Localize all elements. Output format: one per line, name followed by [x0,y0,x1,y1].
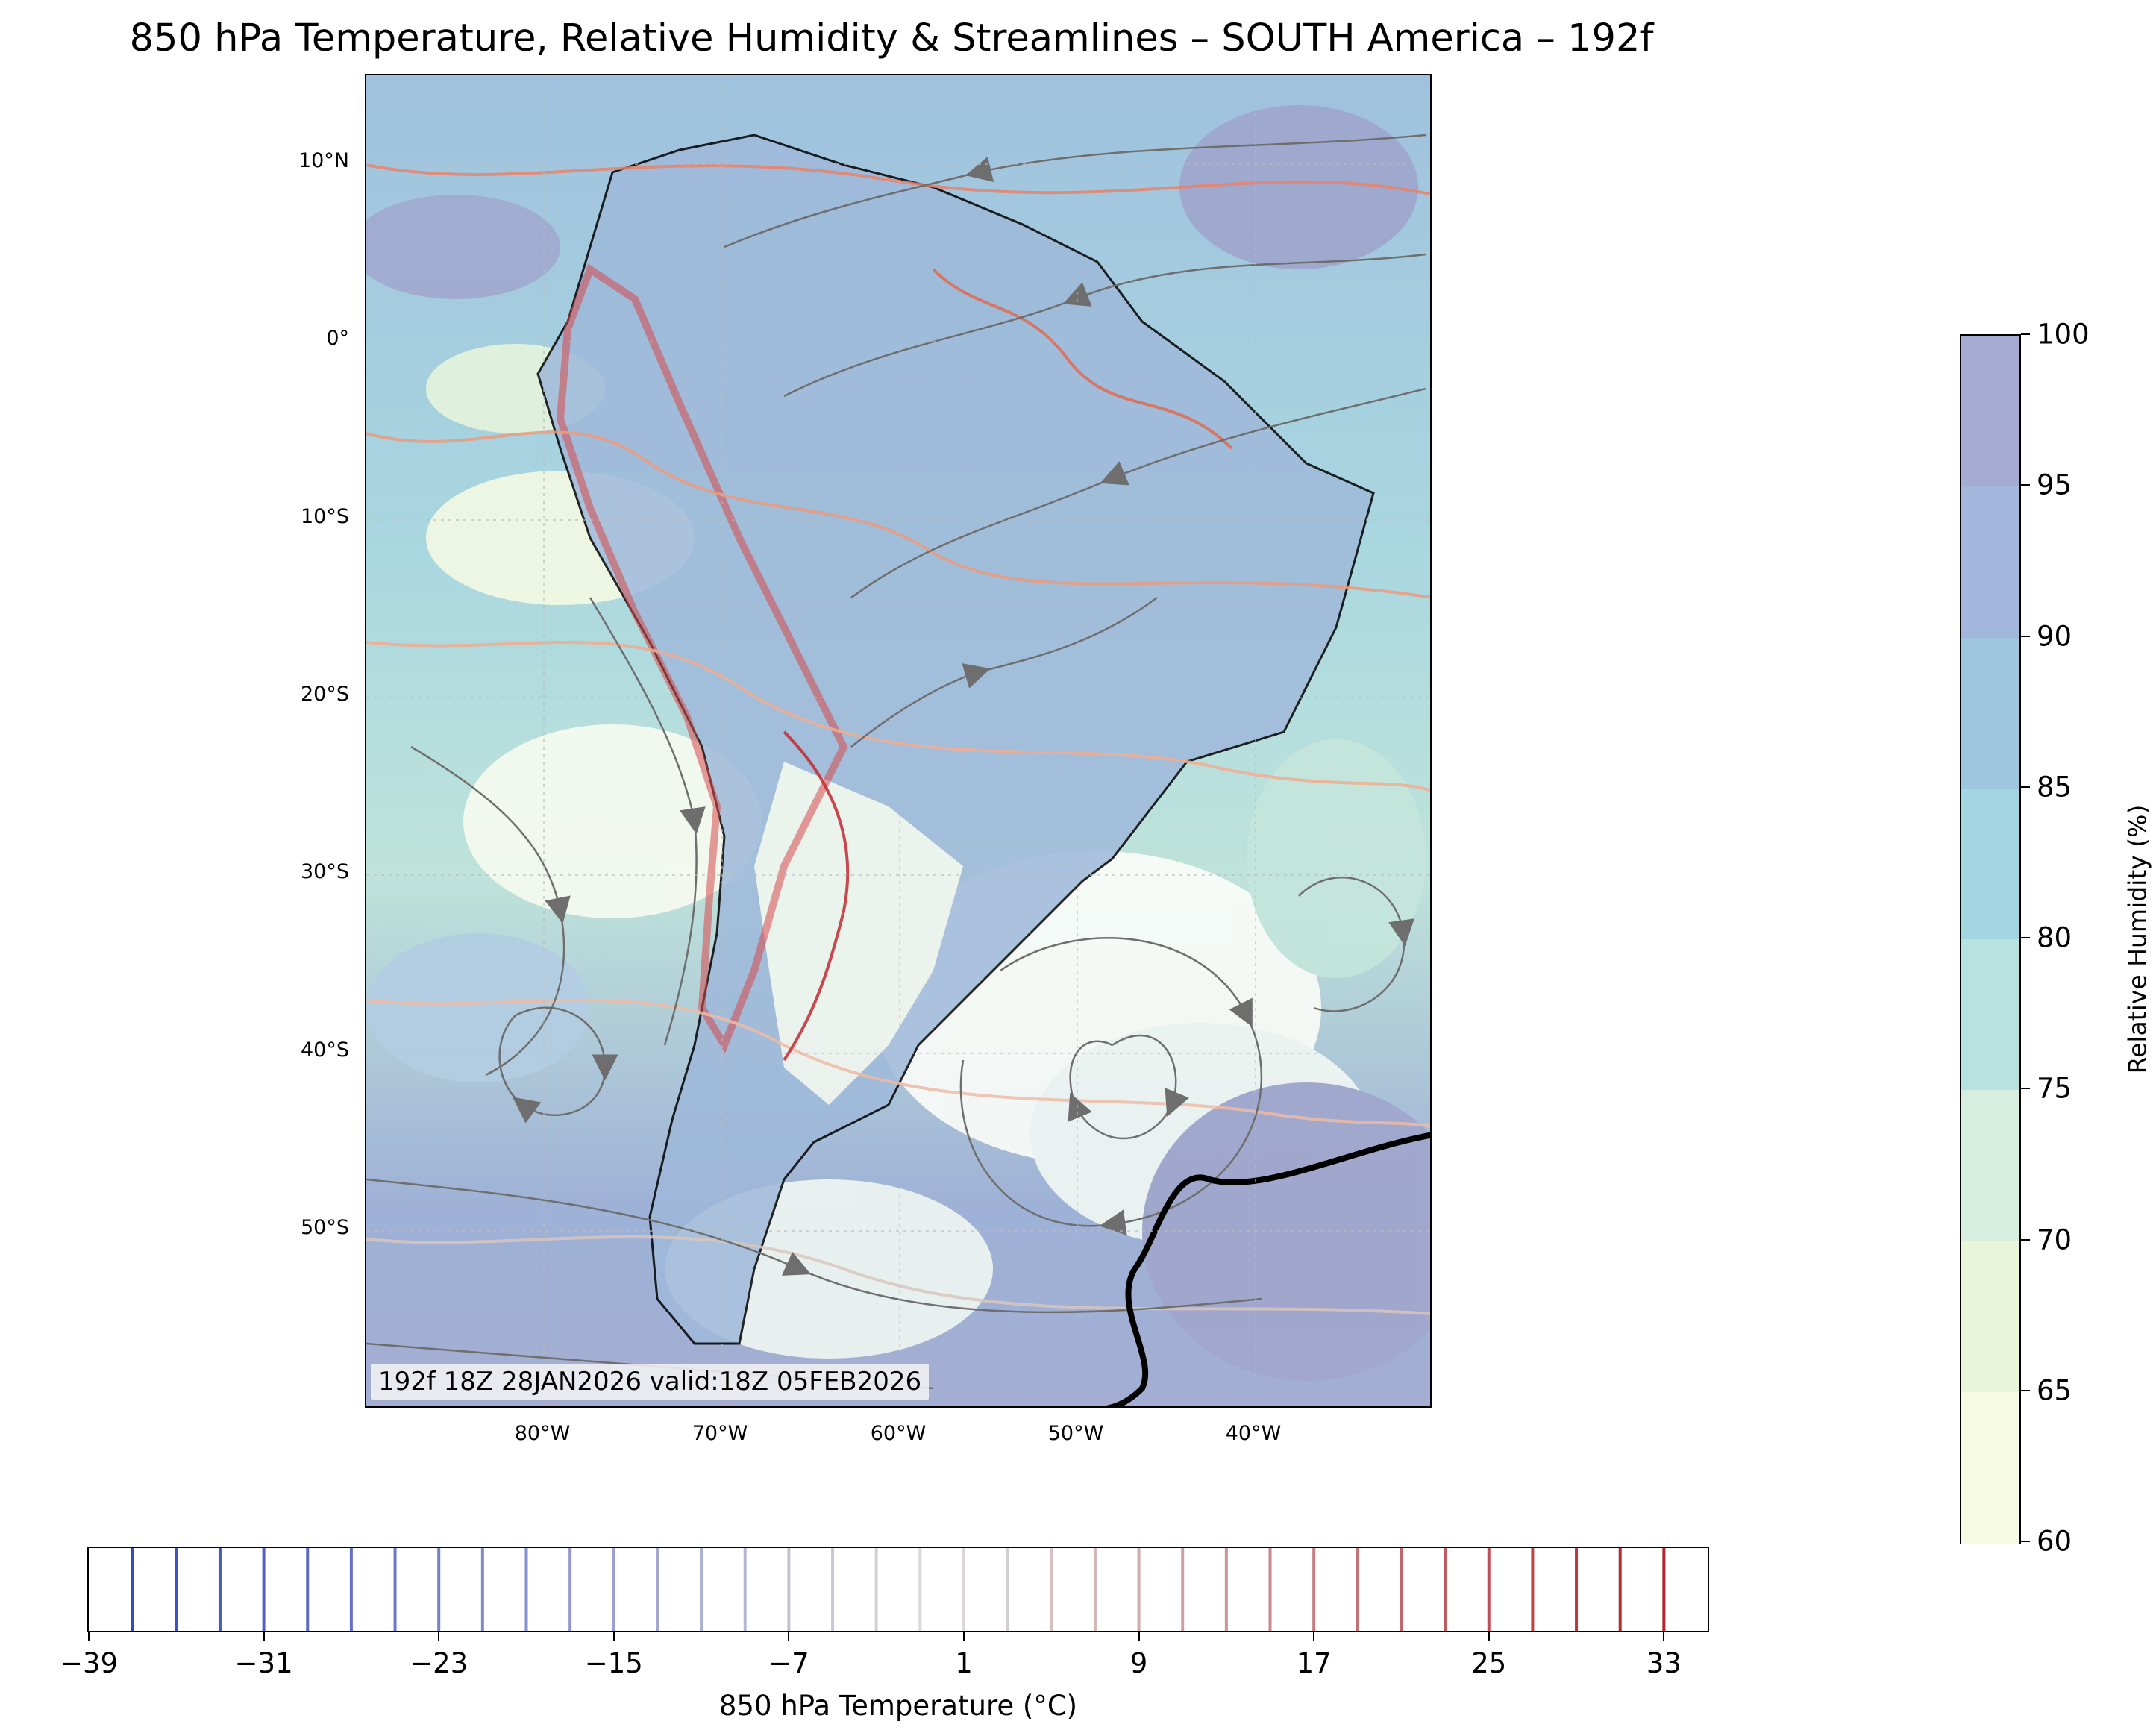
andes-warm-band [556,263,848,1054]
temperature-colorbar-tick-label: 25 [1471,1647,1507,1679]
rh-colorbar-band [1961,1391,2019,1544]
chart-title: 850 hPa Temperature, Relative Humidity &… [129,16,1654,60]
rh-colorbar-tick [2021,484,2030,486]
rh-colorbar-band [1961,1090,2019,1241]
temperature-colorbar-tick-label: −31 [234,1647,293,1679]
forecast-timestamp: 192f 18Z 28JAN2026 valid:18Z 05FEB2026 [371,1364,930,1400]
rh-colorbar-band [1961,486,2019,638]
rh-colorbar-tick [2021,1389,2030,1391]
temperature-colorbar-tick [1138,1632,1140,1641]
lat-label-30S: 30°S [301,860,349,883]
lon-label-60W: 60°W [870,1422,927,1445]
temperature-colorbar-tick [962,1632,965,1641]
lat-label-10S: 10°S [301,505,349,528]
temperature-colorbar-tick [1488,1632,1490,1641]
temperature-colorbar-tick [438,1632,440,1641]
rh-colorbar-tick-label: 65 [2037,1374,2072,1407]
rh-colorbar-tick-label: 60 [2037,1525,2072,1558]
streamlines [366,134,1426,1390]
temperature-colorbar-tick-label: 9 [1129,1647,1148,1679]
lat-label-0: 0° [326,327,349,350]
rh-colorbar-band [1961,336,2019,487]
temperature-colorbar-lines [131,1548,1666,1631]
rh-colorbar-tick [2021,1088,2030,1090]
temperature-colorbar-label: 850 hPa Temperature (°C) [718,1690,1078,1722]
rh-colorbar-tick-label: 80 [2037,921,2072,954]
lat-label-50S: 50°S [301,1216,349,1239]
rh-colorbar-tick [2021,786,2030,788]
rh-colorbar-tick [2021,635,2030,637]
rh-colorbar-tick-label: 95 [2037,469,2072,501]
rh-colorbar-tick-label: 90 [2037,620,2072,652]
temperature-colorbar-tick [1663,1632,1665,1641]
temperature-colorbar-tick-label: 17 [1296,1647,1332,1679]
rh-colorbar-tick [2021,333,2030,335]
temperature-colorbar [87,1547,1709,1632]
temperature-colorbar-tick-label: 33 [1646,1647,1682,1679]
temperature-colorbar-tick-label: −39 [59,1647,119,1679]
lat-label-10N: 10°N [298,149,349,172]
rh-colorbar-band [1961,939,2019,1091]
rh-colorbar-band [1961,1241,2019,1393]
lat-label-40S: 40°S [301,1038,349,1062]
rh-colorbar-tick [2021,1238,2030,1241]
temperature-contours [366,163,1430,1315]
temperature-colorbar-tick [1313,1632,1315,1641]
temperature-colorbar-tick [788,1632,790,1641]
graticule [366,75,1430,1406]
map-canvas [366,75,1430,1406]
lon-label-70W: 70°W [692,1422,748,1445]
lon-label-50W: 50°W [1047,1422,1104,1445]
temperature-colorbar-tick-label: 1 [955,1647,973,1679]
rh-colorbar-label: Relative Humidity (%) [2122,804,2152,1074]
temperature-colorbar-tick-label: −15 [584,1647,643,1679]
temperature-colorbar-tick [612,1632,615,1641]
lon-label-40W: 40°W [1225,1422,1282,1445]
rh-colorbar-band [1961,637,2019,789]
map-panel[interactable] [365,74,1432,1408]
temperature-colorbar-tick [88,1632,90,1641]
temperature-colorbar-tick [263,1632,265,1641]
rh-colorbar-tick-label: 100 [2037,318,2090,351]
lon-label-80W: 80°W [514,1422,571,1445]
rh-colorbar-tick-label: 85 [2037,771,2072,803]
ice-edge-line [1097,1132,1430,1406]
rh-colorbar-tick [2021,1541,2030,1542]
rh-colorbar-tick-label: 75 [2037,1072,2072,1105]
temperature-colorbar-tick-label: −7 [768,1647,809,1679]
temperature-colorbar-tick-label: −23 [410,1647,469,1679]
rh-colorbar-band [1961,788,2019,940]
rh-colorbar-tick-label: 70 [2037,1223,2072,1256]
rh-colorbar [1960,334,2021,1544]
lat-label-20S: 20°S [301,683,349,706]
rh-colorbar-tick [2021,937,2030,938]
